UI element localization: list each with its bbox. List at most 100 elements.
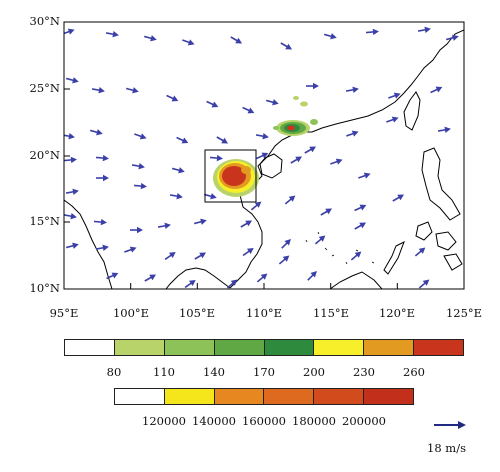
- wind-vector-38: [330, 158, 343, 165]
- legend2-swatch-0: [115, 389, 165, 404]
- wind-vector-54: [193, 218, 207, 225]
- wind-vector-17: [306, 82, 319, 90]
- visayas-islands: [435, 231, 463, 271]
- legend2-swatch-2: [214, 389, 265, 404]
- taiwan-island: [403, 91, 421, 131]
- borneo-coastline: [329, 271, 383, 289]
- lat-label-30n: 30°N: [29, 14, 60, 28]
- wind-vector-49: [392, 194, 405, 202]
- wind-vector-61: [124, 246, 137, 253]
- lon-label-110e: 110°E: [245, 306, 283, 320]
- legend2-tick-180000: 180000: [292, 414, 336, 428]
- wind-vector-51: [93, 218, 107, 226]
- wind-vector-30: [437, 126, 451, 133]
- lon-label-100e: 100°E: [112, 306, 150, 320]
- legend1-swatch-7: [414, 340, 463, 355]
- wind-vector-24: [176, 136, 189, 144]
- precip-colorbar: [64, 339, 464, 356]
- wind-vector-66: [307, 271, 317, 281]
- wind-vector-33: [131, 163, 145, 170]
- wind-vector-45: [250, 201, 262, 211]
- wind-vector-28: [346, 130, 359, 137]
- lat-label-10n: 10°N: [29, 281, 60, 295]
- lon-label-105e: 105°E: [178, 306, 216, 320]
- wind-vector-29: [386, 116, 399, 123]
- wind-vector-35: [209, 154, 223, 162]
- wind-vector-11: [91, 87, 105, 94]
- wind-vector-22: [89, 129, 103, 136]
- legend2-swatch-5: [364, 389, 413, 404]
- lat-label-20n: 20°N: [29, 148, 60, 162]
- legend2-tick-140000: 140000: [192, 414, 236, 428]
- map-svg: [63, 21, 465, 290]
- palawan-island: [383, 240, 405, 275]
- wind-vector-59: [65, 242, 79, 249]
- wind-vector-8: [417, 26, 431, 33]
- wind-vector-42: [133, 182, 147, 190]
- study-region-box: [204, 149, 257, 203]
- wind-vector-72: [226, 279, 238, 289]
- wind-vector-64: [242, 247, 254, 257]
- wind-vector-63: [194, 252, 207, 260]
- legend2-swatch-1: [164, 389, 215, 404]
- legend2-swatch-4: [314, 389, 365, 404]
- legend2-tick-160000: 160000: [242, 414, 286, 428]
- wind-vector-40: [65, 188, 79, 195]
- wind-vector-50: [64, 213, 77, 220]
- wind-vector-53: [157, 222, 171, 229]
- wind-vector-52: [130, 226, 143, 234]
- wind-vector-67: [350, 251, 362, 261]
- wind-vector-23: [134, 133, 147, 140]
- wind-vector-7: [365, 28, 379, 36]
- wind-vector-32: [95, 154, 109, 162]
- legend1-tick-110: 110: [153, 365, 175, 379]
- legend1-tick-80: 80: [106, 365, 122, 379]
- wind-vector-69: [106, 272, 119, 280]
- precip-shading: [213, 96, 318, 197]
- legend1-swatch-2: [164, 340, 215, 355]
- wind-vector-9: [445, 34, 459, 41]
- lon-label-115e: 115°E: [312, 306, 350, 320]
- wind-vector-18: [345, 86, 359, 93]
- hainan-island: [259, 153, 283, 179]
- wind-vector-73: [256, 273, 268, 283]
- wind-vector-19: [388, 92, 401, 99]
- wind-vector-48: [354, 204, 367, 212]
- legend2-tick-120000: 120000: [142, 414, 186, 428]
- luzon-island: [421, 147, 461, 221]
- malay-coastline: [64, 199, 113, 289]
- wind-vector-55: [240, 220, 253, 228]
- wind-vector-26: [255, 133, 269, 140]
- wind-vector-1: [105, 31, 119, 38]
- wind-vector-65: [278, 255, 290, 265]
- wind-vector-12: [125, 87, 139, 94]
- reference-vector-arrow: [434, 421, 466, 429]
- wind-vector-36: [256, 152, 269, 160]
- wind-vector-70: [144, 274, 157, 282]
- wind-vector-15: [242, 106, 255, 114]
- legend1-swatch-6: [364, 340, 415, 355]
- legend1-tick-230: 230: [353, 365, 375, 379]
- wind-vector-46: [284, 195, 296, 205]
- wind-vector-27: [304, 146, 317, 154]
- lon-label-95e: 95°E: [49, 306, 79, 320]
- wind-vector-field: [64, 26, 459, 289]
- wind-vector-2: [143, 35, 157, 42]
- legend1-tick-200: 200: [303, 365, 325, 379]
- legend2-tick-200000: 200000: [342, 414, 386, 428]
- wind-vector-4: [230, 36, 243, 44]
- scattered-islets: [305, 231, 375, 265]
- legend1-swatch-4: [264, 340, 315, 355]
- legend1-tick-260: 260: [403, 365, 425, 379]
- wind-vector-3: [182, 39, 195, 46]
- secondary-colorbar: [114, 388, 414, 405]
- wind-vector-5: [280, 42, 293, 50]
- wind-vector-41: [96, 174, 109, 182]
- gulf-coastline: [165, 267, 231, 289]
- axis-ticks: [64, 21, 398, 290]
- mainland-coastline: [229, 29, 464, 289]
- wind-vector-20: [430, 86, 443, 94]
- wind-vector-0: [64, 28, 75, 35]
- legend1-swatch-3: [214, 340, 265, 355]
- lon-label-120e: 120°E: [378, 306, 416, 320]
